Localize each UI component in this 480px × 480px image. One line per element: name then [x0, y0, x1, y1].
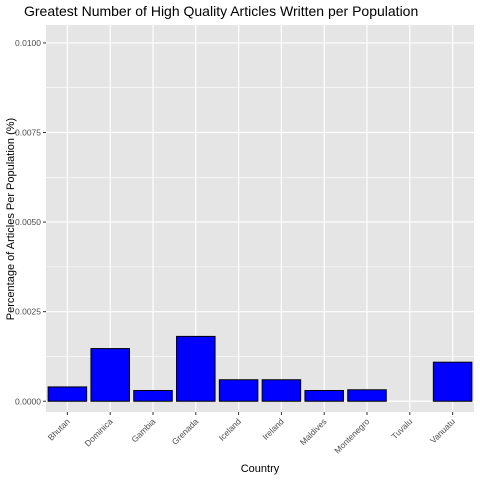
plot-panel: [46, 25, 474, 412]
bar-iceland: [218, 379, 259, 402]
chart-title: Greatest Number of High Quality Articles…: [24, 3, 418, 19]
x-tick-label: Bhutan: [46, 416, 72, 442]
y-tick-label: 0.0000: [15, 396, 41, 406]
bar-grenada: [176, 335, 216, 402]
x-tick-label: Dominica: [82, 416, 114, 448]
y-axis: 0.0000 0.0025 0.0050 0.0075 0.0100: [15, 38, 46, 406]
y-axis-title: Percentage of Articles Per Population (%…: [5, 118, 17, 320]
x-axis-title: Country: [241, 463, 280, 475]
bar-vanuatu: [432, 361, 473, 402]
x-tick-label: Gambia: [129, 416, 157, 444]
gridlines: [46, 25, 474, 412]
x-tick-label: Iceland: [217, 416, 244, 443]
bar-dominica: [90, 348, 130, 402]
x-tick-label: Tuvalu: [389, 416, 414, 441]
bars: [47, 335, 473, 402]
x-axis: Bhutan Dominica Gambia Grenada Iceland Irelan…: [46, 412, 457, 455]
y-tick-label: 0.0100: [15, 38, 41, 48]
bar-maldives: [304, 390, 344, 402]
x-tick-label: Maldives: [298, 416, 329, 447]
bar-gambia: [133, 390, 173, 402]
bar-montenegro: [347, 389, 387, 402]
x-tick-label: Grenada: [170, 416, 201, 447]
x-tick-label: Montenegro: [332, 416, 371, 455]
bar-bhutan: [47, 386, 88, 402]
x-tick-label: Ireland: [260, 416, 286, 442]
y-tick-label: 0.0075: [15, 128, 41, 138]
y-tick-label: 0.0025: [15, 307, 41, 317]
x-tick-label: Vanuatu: [428, 416, 457, 445]
bar-ireland: [261, 379, 302, 402]
y-tick-label: 0.0050: [15, 217, 41, 227]
